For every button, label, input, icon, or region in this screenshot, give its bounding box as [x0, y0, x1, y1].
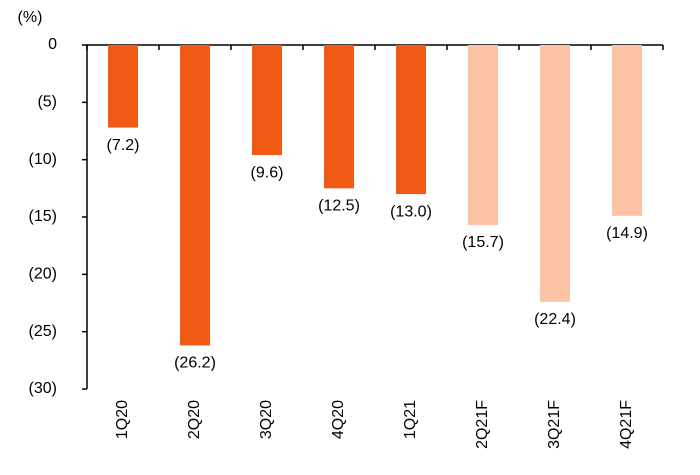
x-tick-label: 1Q21: [402, 400, 419, 439]
data-label: (12.5): [318, 198, 360, 215]
y-tick-label: (30): [29, 380, 57, 397]
x-tick-label: 3Q20: [258, 400, 275, 439]
bar: [108, 45, 138, 128]
bar: [324, 45, 354, 189]
y-tick-label: (25): [29, 323, 57, 340]
bar: [612, 45, 642, 216]
data-label: (15.7): [462, 234, 504, 251]
x-tick-label: 4Q20: [330, 400, 347, 439]
data-label: (22.4): [534, 311, 576, 328]
bar: [396, 45, 426, 195]
y-tick-label: (5): [37, 94, 57, 111]
bar: [540, 45, 570, 302]
x-tick-label: 2Q21F: [474, 400, 491, 449]
data-label: (26.2): [174, 355, 216, 372]
y-tick-label: (15): [29, 208, 57, 225]
x-tick-label: 3Q21F: [546, 400, 563, 449]
x-tick-label: 1Q20: [114, 400, 131, 439]
data-label: (9.6): [251, 164, 284, 181]
x-tick-label: 2Q20: [186, 400, 203, 439]
bar: [180, 45, 210, 346]
data-label: (14.9): [606, 225, 648, 242]
data-label: (7.2): [107, 137, 140, 154]
y-tick-label: 0: [48, 36, 57, 53]
y-tick-label: (10): [29, 151, 57, 168]
bar: [252, 45, 282, 156]
bar: [468, 45, 498, 226]
data-label: (13.0): [390, 203, 432, 220]
y-tick-label: (20): [29, 266, 57, 283]
y-unit-label: (%): [18, 9, 43, 26]
x-tick-label: 4Q21F: [618, 400, 635, 449]
